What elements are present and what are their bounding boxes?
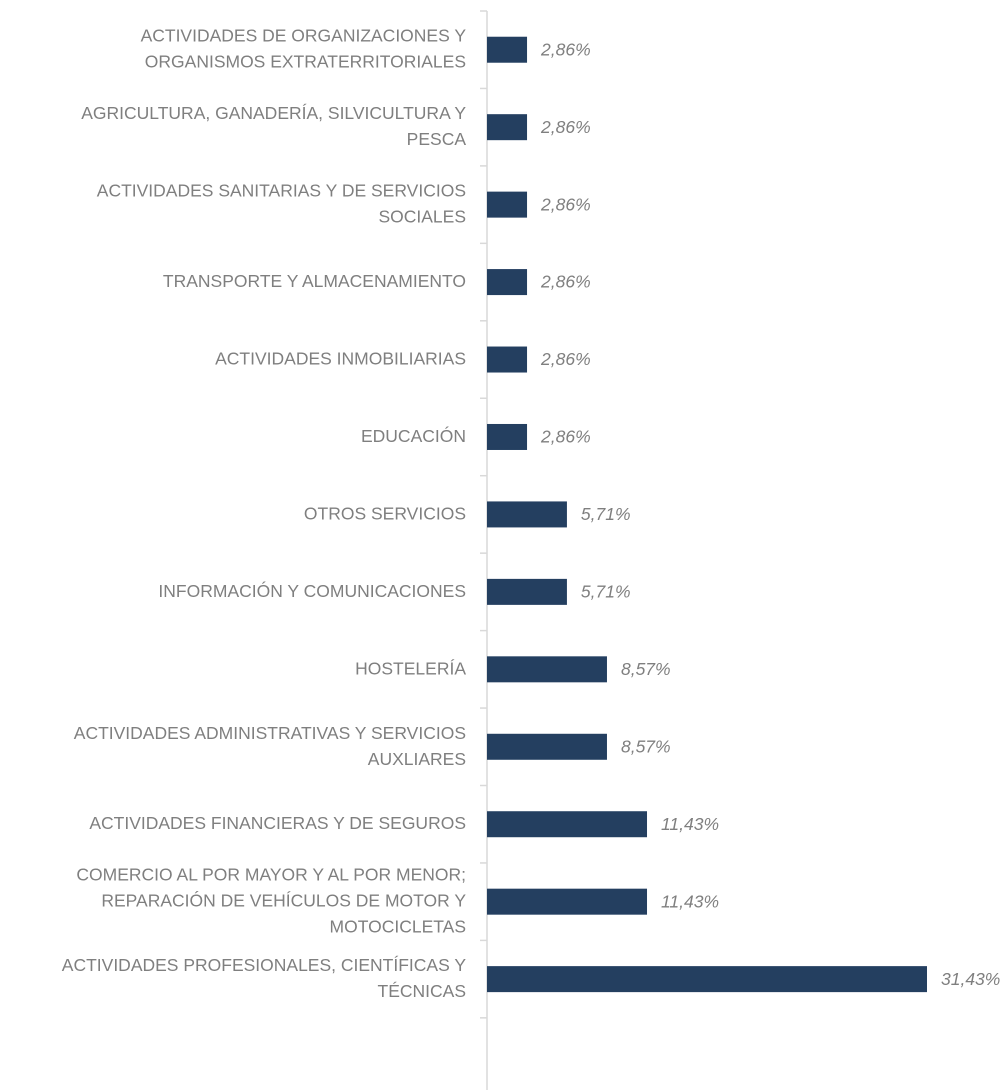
bar	[487, 114, 528, 141]
value-label: 5,71%	[581, 504, 631, 524]
bar	[487, 733, 607, 760]
value-label: 2,86%	[540, 194, 591, 214]
value-label: 2,86%	[540, 117, 591, 137]
category-label: OTROS SERVICIOS	[304, 503, 466, 523]
category-label: INFORMACIÓN Y COMUNICACIONES	[158, 580, 466, 601]
bar	[487, 191, 528, 218]
category-label: TRANSPORTE Y ALMACENAMIENTO	[163, 271, 466, 291]
value-label: 31,43%	[941, 969, 1000, 989]
value-label: 11,43%	[661, 891, 719, 911]
bar	[487, 966, 927, 993]
bar	[487, 578, 567, 605]
category-label: HOSTELERÍA	[355, 658, 466, 678]
value-label: 2,86%	[540, 39, 591, 59]
bar	[487, 811, 648, 838]
bar	[487, 423, 528, 450]
bar	[487, 36, 528, 63]
bar	[487, 501, 567, 528]
value-label: 8,57%	[621, 659, 671, 679]
category-label: ACTIVIDADES INMOBILIARIAS	[215, 348, 466, 368]
category-label: EDUCACIÓN	[361, 425, 466, 446]
category-label: ACTIVIDADES PROFESIONALES, CIENTÍFICAS Y…	[62, 955, 467, 1001]
category-label: ACTIVIDADES ADMINISTRATIVAS Y SERVICIOS A…	[74, 722, 466, 768]
value-label: 8,57%	[621, 736, 671, 756]
value-label: 5,71%	[581, 582, 631, 602]
value-label: 2,86%	[540, 427, 591, 447]
value-label: 11,43%	[661, 814, 719, 834]
bar	[487, 888, 648, 915]
category-label: ACTIVIDADES FINANCIERAS Y DE SEGUROS	[89, 813, 466, 833]
value-label: 2,86%	[540, 349, 591, 369]
bar	[487, 346, 528, 373]
value-label: 2,86%	[540, 272, 591, 292]
bar	[487, 656, 607, 683]
category-label: ACTIVIDADES DE ORGANIZACIONES Y ORGANISMO…	[141, 25, 467, 71]
category-label: COMERCIO AL POR MAYOR Y AL POR MENOR; REP…	[76, 864, 466, 936]
category-label: AGRICULTURA, GANADERÍA, SILVICULTURA Y PE…	[81, 103, 466, 149]
bar	[487, 269, 528, 296]
category-label: ACTIVIDADES SANITARIAS Y DE SERVICIOS SOC…	[97, 180, 466, 226]
